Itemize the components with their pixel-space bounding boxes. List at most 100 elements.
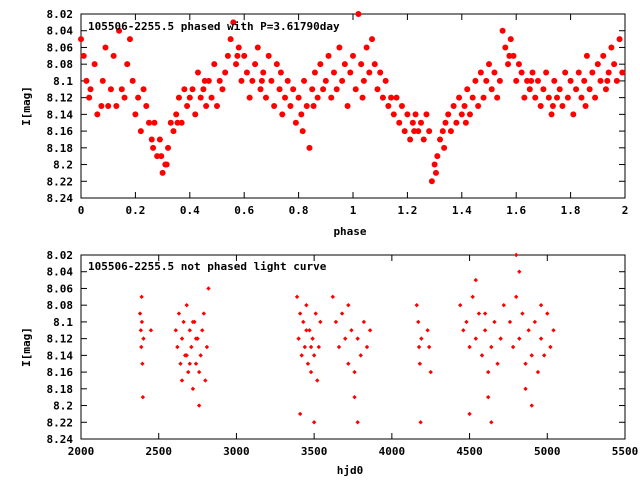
phased-data-point	[282, 94, 288, 101]
phased-data-point	[398, 103, 405, 109]
phased-data-point	[604, 77, 611, 84]
unphased-data-point	[181, 319, 186, 325]
unphased-data-point	[140, 361, 145, 366]
phased-data-point	[388, 94, 395, 101]
unphased-x-axis-title: hjd0	[337, 464, 364, 477]
phased-data-point	[339, 77, 346, 84]
phased-data-point	[98, 103, 105, 109]
phased-data-point	[359, 94, 366, 101]
phased-data-point	[488, 86, 495, 93]
unphased-data-point	[419, 336, 424, 341]
phased-data-point	[121, 94, 128, 101]
unphased-data-point	[349, 328, 354, 333]
unphased-data-point	[148, 328, 154, 333]
unphased-data-point	[479, 353, 485, 358]
phased-data-point	[442, 119, 449, 126]
phased-data-point	[189, 86, 196, 93]
phased-data-point	[554, 94, 560, 101]
unphased-data-point	[294, 294, 300, 300]
phased-data-point	[597, 77, 604, 84]
unphased-data-point	[304, 302, 309, 308]
phased-data-point	[491, 69, 498, 76]
phased-data-point	[309, 86, 316, 93]
phased-data-point	[605, 69, 612, 76]
phased-data-point	[118, 86, 125, 93]
phased-data-point	[265, 52, 272, 59]
phased-data-point	[350, 52, 356, 59]
phased-data-point	[409, 119, 416, 126]
unphased-data-point	[545, 311, 550, 316]
unphased-data-point	[175, 344, 180, 350]
unphased-data-point	[476, 311, 482, 316]
phased-data-point	[271, 103, 278, 109]
phased-data-point	[404, 111, 411, 118]
unphased-x-tick-label: 2000	[68, 445, 95, 458]
phased-data-point	[496, 77, 503, 84]
phased-data-point	[246, 94, 253, 101]
unphased-data-point	[302, 344, 308, 350]
phased-data-point	[317, 61, 324, 68]
unphased-data-point	[204, 344, 210, 350]
unphased-data-point	[178, 361, 183, 366]
unphased-y-tick-label: 8.22	[47, 416, 74, 429]
phased-y-tick-label: 8.14	[47, 108, 74, 121]
phased-data-point	[211, 61, 218, 68]
phased-data-point	[366, 69, 373, 76]
phased-data-point	[78, 36, 84, 43]
unphased-data-point	[313, 311, 318, 316]
phased-data-point	[371, 61, 378, 68]
phased-data-point	[320, 86, 327, 93]
phased-y-tick-label: 8.08	[47, 58, 74, 71]
unphased-data-point	[138, 328, 144, 333]
phased-x-tick-label: 0.8	[289, 204, 309, 217]
phased-data-point	[102, 44, 109, 51]
phased-data-point	[573, 86, 580, 93]
phased-data-point	[303, 103, 310, 109]
phased-data-point	[401, 128, 408, 135]
phased-x-tick-label: 0.4	[180, 204, 200, 217]
phased-data-point	[186, 94, 193, 101]
phased-data-point	[249, 77, 256, 84]
unphased-data-point	[346, 302, 351, 308]
unphased-data-point	[529, 403, 534, 408]
phased-data-point	[156, 136, 163, 143]
phased-data-point	[216, 77, 223, 84]
phased-data-point	[113, 103, 120, 109]
phased-data-point	[116, 27, 123, 34]
unphased-data-point	[473, 277, 478, 283]
unphased-data-point	[514, 252, 519, 258]
phased-x-tick-label: 0.6	[234, 204, 254, 217]
unphased-data-point	[520, 311, 525, 316]
phased-data-point	[360, 77, 367, 84]
unphased-x-tick-label: 4500	[456, 445, 483, 458]
phased-data-point	[86, 94, 93, 101]
phased-data-point	[333, 86, 340, 93]
unphased-data-point	[507, 319, 513, 325]
unphased-x-tick-label: 5500	[612, 445, 639, 458]
unphased-data-point	[187, 328, 192, 333]
phased-data-point	[219, 86, 226, 93]
unphased-data-point	[467, 411, 472, 417]
phased-x-tick-label: 1.6	[506, 204, 526, 217]
unphased-data-point	[482, 328, 488, 333]
unphased-data-point	[517, 269, 522, 274]
phased-data-point	[279, 111, 286, 118]
phased-data-point	[235, 44, 242, 51]
phased-data-point	[233, 61, 240, 68]
phased-data-point	[592, 94, 599, 101]
phased-data-point	[347, 69, 354, 76]
phased-data-point	[502, 44, 509, 51]
phased-data-point	[174, 119, 181, 126]
phased-data-point	[526, 86, 533, 93]
unphased-data-point	[198, 353, 203, 358]
phased-data-point	[165, 144, 172, 151]
unphased-data-point	[470, 294, 475, 300]
phased-data-point	[594, 61, 601, 68]
unphased-data-point	[296, 336, 301, 341]
phased-data-point	[336, 44, 343, 51]
phased-data-point	[507, 36, 514, 43]
unphased-y-tick-label: 8.08	[47, 299, 74, 312]
unphased-data-point	[203, 378, 208, 383]
phased-data-point	[181, 86, 188, 93]
